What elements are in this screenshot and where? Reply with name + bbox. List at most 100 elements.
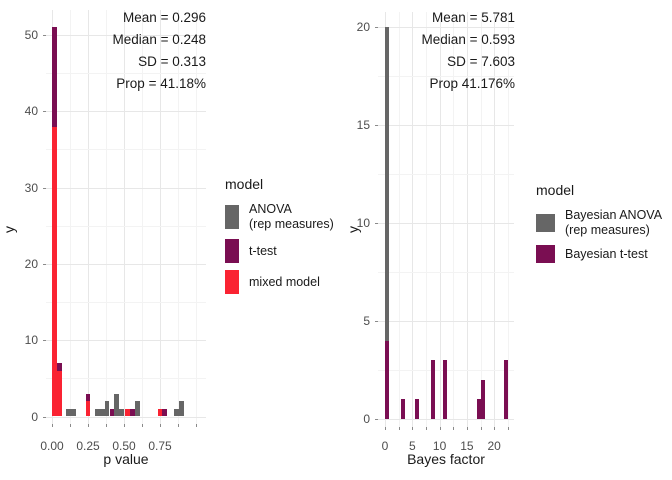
legend-item-label: Bayesian t-test (565, 246, 648, 261)
x-axis-tick (196, 424, 197, 427)
gridline-major-h (46, 263, 206, 265)
gridline-minor-v (178, 10, 179, 424)
gridline-major-h (378, 125, 514, 126)
gridline-major-v (494, 12, 496, 427)
histogram-bar-segment (109, 408, 115, 417)
annotation-line: Median = 0.248 (112, 32, 206, 47)
gridline-minor-v (196, 10, 197, 424)
histogram-bar-segment (174, 408, 180, 417)
gridline-major-h (378, 223, 514, 224)
y-tick-label: 0 (31, 409, 38, 424)
gridline-major-h (378, 27, 514, 28)
x-axis-tick (106, 424, 107, 427)
annotation-line: Mean = 5.781 (432, 10, 515, 25)
gridline-minor-h (378, 76, 514, 77)
y-axis-tick (43, 263, 46, 265)
annotation-line: Mean = 0.296 (123, 10, 206, 25)
y-tick-label: 50 (24, 28, 38, 42)
gridline-minor-v (425, 12, 427, 427)
annotation-line: Prop = 41.18% (116, 76, 206, 91)
gridline-minor-h (46, 149, 206, 151)
y-axis-tick (43, 111, 46, 113)
x-axis-tick (507, 427, 509, 430)
legend-item: mixed model (225, 270, 334, 294)
x-tick-label: 10 (432, 439, 447, 453)
gridline-minor-v (70, 10, 71, 424)
y-tick-label: 0 (363, 412, 370, 426)
annotation-line: SD = 0.313 (138, 54, 206, 69)
left-legend-title: model (225, 176, 264, 192)
y-tick-label: 20 (24, 256, 38, 271)
x-axis-tick (453, 427, 455, 430)
annotation-line: Median = 0.593 (421, 32, 515, 47)
annotation-line: SD = 7.603 (447, 54, 515, 69)
legend-item: Bayesian ANOVA (rep measures) (536, 208, 662, 238)
y-tick-label: 5 (363, 314, 370, 328)
histogram-bar-segment (71, 408, 76, 417)
y-axis-tick (43, 35, 46, 36)
histogram-bar-segment (385, 340, 390, 419)
legend-item-label: mixed model (249, 274, 320, 289)
gridline-major-h (378, 419, 514, 420)
gridline-major-h (46, 340, 206, 342)
histogram-bar-segment (104, 401, 110, 417)
y-axis-tick (375, 125, 378, 126)
gridline-major-v (466, 12, 468, 427)
x-axis-tick (385, 427, 386, 430)
left-legend: model ANOVA (rep measures) t-test mixed mod… (225, 176, 334, 301)
histogram-bar-segment (95, 408, 100, 417)
right-legend-items: Bayesian ANOVA (rep measures) Bayesian t-t… (536, 208, 662, 263)
x-tick-label: 0.75 (148, 439, 172, 453)
y-tick-label: 40 (24, 104, 38, 119)
histogram-bar-segment (442, 360, 448, 419)
histogram-bar-segment (52, 126, 57, 417)
histogram-bar-segment (99, 408, 105, 417)
y-axis-tick (375, 419, 378, 420)
legend-item: ANOVA (rep measures) (225, 202, 334, 232)
gridline-major-v (88, 10, 89, 424)
histogram-bar-segment (504, 360, 509, 419)
histogram-bar-segment (134, 401, 140, 417)
histogram-bar-segment (130, 408, 135, 417)
x-tick-label: 0.00 (40, 439, 64, 453)
x-axis-tick (160, 424, 161, 427)
gridline-major-h (46, 187, 206, 189)
legend-item-label: t-test (249, 243, 277, 258)
histogram-bar-segment (430, 360, 435, 419)
left-stats-annotation: Mean = 0.296 Median = 0.248 SD = 0.313 Prop… (113, 7, 206, 95)
y-axis-tick (43, 340, 46, 342)
x-axis-tick (142, 424, 143, 427)
legend-item-label: ANOVA (rep measures) (249, 202, 334, 231)
histogram-bar-segment (480, 379, 486, 419)
histogram-bar-segment (85, 401, 91, 417)
left-x-axis-title: p value (103, 451, 149, 467)
x-axis-tick (439, 427, 441, 430)
legend-key-swatch (536, 214, 555, 232)
x-tick-label: 15 (460, 439, 474, 453)
histogram-bar-segment (114, 393, 120, 417)
gridline-minor-h (46, 225, 206, 227)
right-stats-annotation: Mean = 5.781 Median = 0.593 SD = 7.603 Prop… (422, 7, 515, 95)
gridline-minor-v (480, 12, 482, 427)
histogram-bar-segment (157, 408, 163, 417)
x-axis-tick (425, 427, 427, 430)
histogram-bar-segment (85, 393, 91, 402)
left-y-axis-title: y (1, 226, 17, 233)
histogram-bar-segment (56, 363, 62, 371)
x-axis-tick (466, 427, 468, 430)
x-axis-tick (494, 427, 496, 430)
legend-key-swatch (536, 245, 555, 263)
right-x-axis-title: Bayes factor (407, 451, 485, 467)
gridline-minor-h (46, 378, 206, 380)
right-legend-title: model (536, 182, 575, 198)
y-tick-label: 10 (24, 333, 38, 348)
histogram-bar-segment (179, 401, 184, 417)
left-legend-items: ANOVA (rep measures) t-test mixed model (225, 202, 334, 294)
x-tick-label: 0.25 (76, 439, 100, 453)
legend-item: t-test (225, 239, 334, 263)
gridline-major-h (46, 416, 206, 418)
y-axis-tick (375, 27, 378, 28)
legend-item-label: Bayesian ANOVA (rep measures) (565, 208, 663, 237)
legend-key-swatch (225, 205, 239, 229)
